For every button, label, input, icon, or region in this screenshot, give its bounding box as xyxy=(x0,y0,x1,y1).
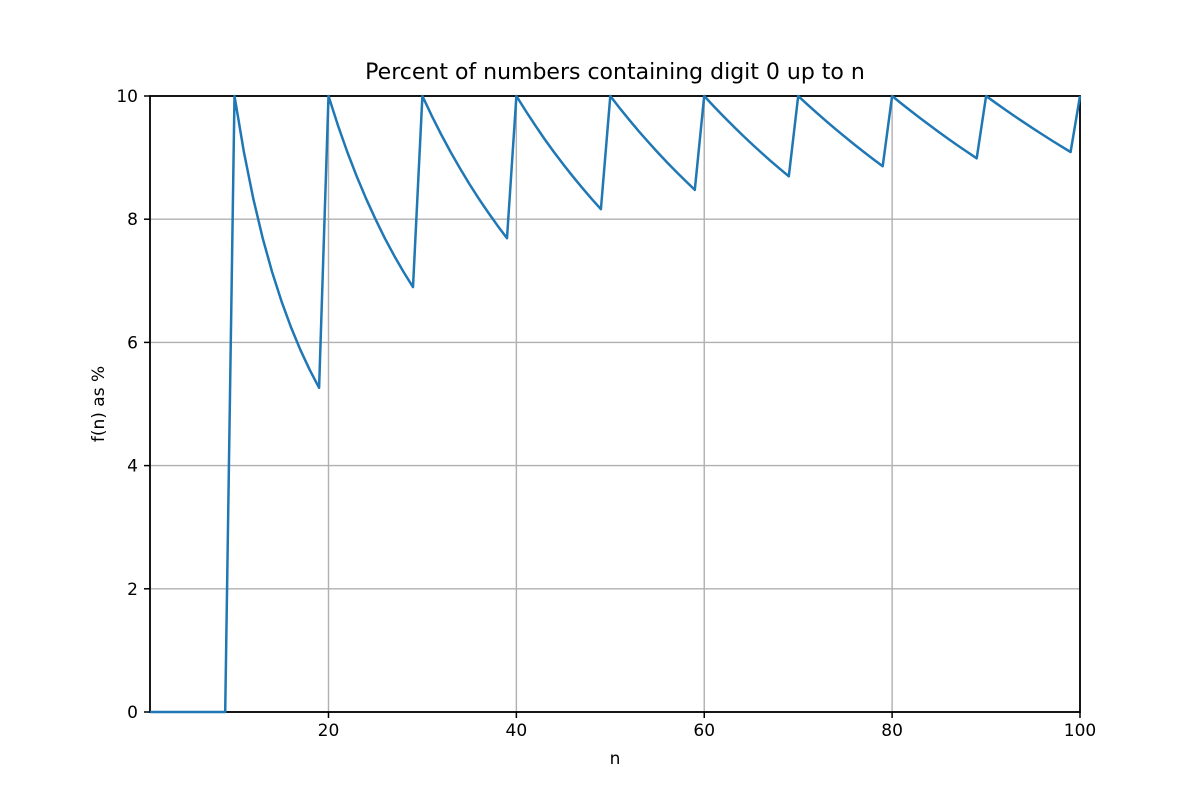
y-tick-label: 8 xyxy=(127,210,138,230)
axis-ticks xyxy=(144,95,1081,718)
y-tick-label: 10 xyxy=(116,87,138,107)
x-tick-label: 100 xyxy=(1064,721,1096,741)
y-tick-label: 2 xyxy=(127,580,138,600)
x-tick-label: 20 xyxy=(318,721,340,741)
y-tick-label: 6 xyxy=(127,333,138,353)
y-tick-label: 4 xyxy=(127,457,138,477)
tick-labels: 20 40 60 80 100 0 2 4 6 8 10 xyxy=(116,87,1096,741)
y-axis-label: f(n) as % xyxy=(89,365,109,443)
data-line xyxy=(150,94,1082,714)
grid-lines xyxy=(150,95,1081,713)
plot-border xyxy=(149,95,1081,713)
chart-title: Percent of numbers containing digit 0 up… xyxy=(365,60,865,85)
x-tick-label: 80 xyxy=(881,721,903,741)
x-axis-label: n xyxy=(609,749,621,769)
x-tick-label: 60 xyxy=(693,721,715,741)
x-tick-label: 40 xyxy=(506,721,528,741)
y-tick-label: 0 xyxy=(127,703,138,723)
